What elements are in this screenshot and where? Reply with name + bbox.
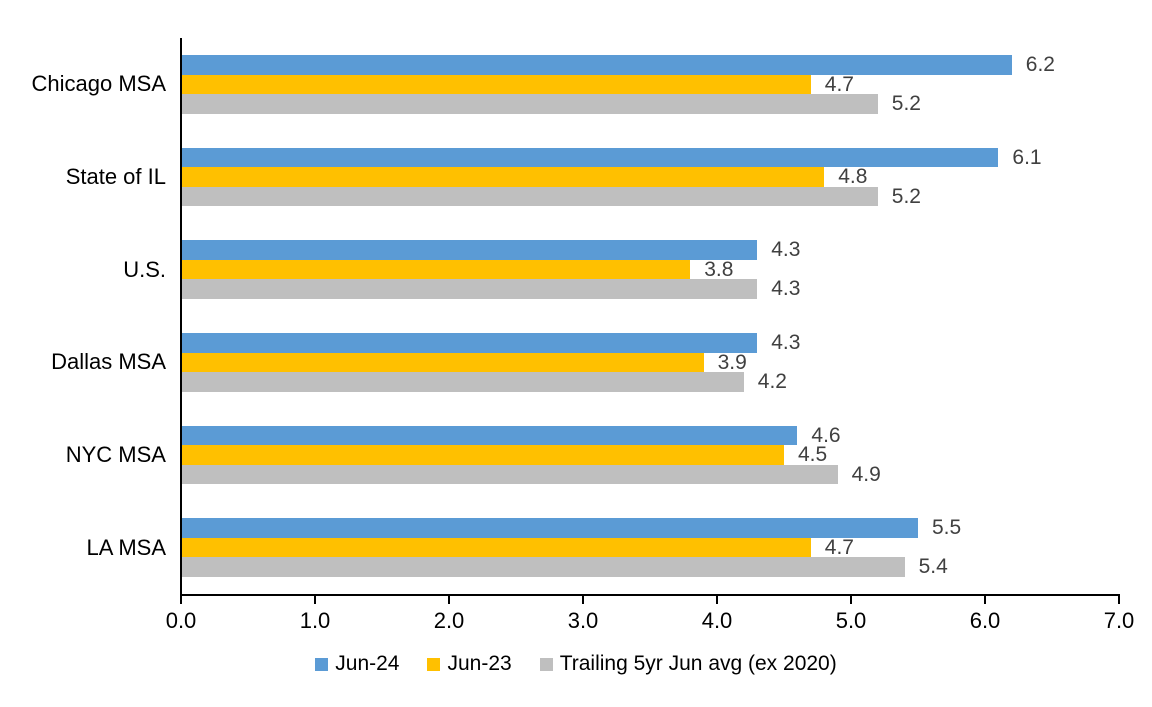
x-tick-mark (716, 596, 718, 604)
y-axis-line (180, 38, 182, 596)
value-label: 5.2 (891, 92, 921, 116)
legend-label: Trailing 5yr Jun avg (ex 2020) (559, 652, 837, 675)
bar (181, 55, 1012, 75)
bar (181, 94, 878, 114)
legend-label: Jun-24 (335, 652, 400, 675)
category-label: NYC MSA (65, 442, 166, 467)
bar (181, 372, 744, 392)
category-label: Chicago MSA (31, 71, 166, 97)
legend-swatch (315, 657, 329, 671)
value-label: 6.2 (1025, 53, 1055, 77)
bar (181, 445, 784, 465)
category-label: State of IL (65, 164, 166, 189)
bar (181, 167, 825, 187)
value-label: 4.3 (771, 277, 801, 301)
x-tick-label: 1.0 (299, 608, 331, 633)
bar (181, 537, 811, 558)
legend-swatch (539, 657, 553, 671)
x-tick-label: 2.0 (433, 608, 465, 633)
value-label: 5.4 (918, 555, 948, 579)
category-label: LA MSA (86, 534, 166, 560)
value-label: 4.9 (851, 462, 881, 486)
value-label: 4.6 (811, 423, 841, 447)
bar (181, 279, 758, 299)
bar (181, 74, 811, 95)
x-tick-mark (1118, 596, 1120, 604)
bar (181, 240, 758, 260)
value-label: 4.5 (798, 443, 828, 467)
bar (181, 557, 905, 577)
legend-item: Trailing 5yr Jun avg (ex 2020) (539, 652, 837, 676)
x-tick-label: 7.0 (1103, 608, 1135, 633)
x-tick-label: 6.0 (969, 608, 1001, 633)
bar (181, 464, 838, 485)
value-label: 3.8 (704, 257, 734, 281)
category-label: Dallas MSA (51, 349, 166, 375)
value-label: 6.1 (1012, 145, 1042, 169)
x-tick-mark (850, 596, 852, 604)
legend-item: Jun-24 (315, 652, 399, 676)
x-tick-mark (984, 596, 986, 604)
x-tick-mark (180, 596, 182, 604)
bar (181, 425, 798, 446)
value-label: 4.8 (838, 165, 868, 189)
legend-label: Jun-23 (447, 652, 512, 675)
legend-swatch (427, 657, 441, 671)
x-axis-line (180, 594, 1120, 596)
value-label: 5.2 (891, 184, 921, 208)
x-tick-label: 3.0 (567, 608, 599, 633)
value-label: 4.3 (771, 331, 801, 355)
x-tick-mark (448, 596, 450, 604)
category-label: U.S. (123, 256, 166, 282)
value-label: 4.7 (824, 72, 854, 96)
value-label: 4.2 (757, 370, 787, 394)
bar (181, 518, 918, 538)
value-label: 3.9 (717, 350, 747, 374)
legend-item: Jun-23 (427, 652, 512, 676)
bar (181, 259, 691, 280)
bar (181, 147, 999, 168)
legend: Jun-24 Jun-23 Trailing 5yr Jun avg (ex 202… (0, 650, 1152, 678)
bar (181, 333, 758, 353)
value-label: 4.3 (771, 238, 801, 262)
x-tick-mark (314, 596, 316, 604)
x-tick-label: 4.0 (701, 608, 733, 633)
bar (181, 186, 878, 207)
x-tick-mark (582, 596, 584, 604)
x-tick-label: 0.0 (165, 608, 197, 633)
value-label: 4.7 (824, 535, 854, 559)
value-label: 5.5 (932, 516, 962, 540)
x-tick-label: 5.0 (835, 608, 867, 633)
bar (181, 352, 704, 373)
